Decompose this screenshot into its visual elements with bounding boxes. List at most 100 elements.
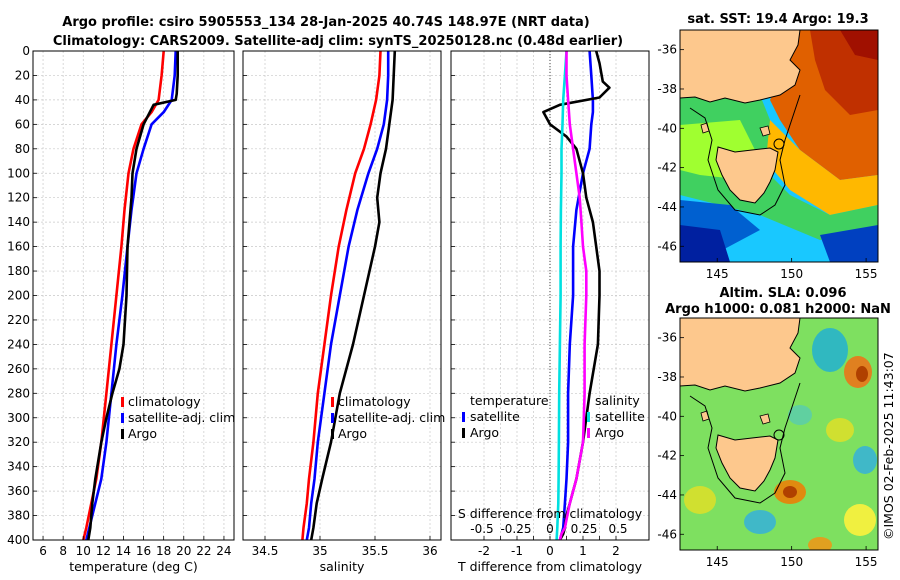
y-tick-label: 240 — [7, 337, 30, 351]
sst-argo-marker — [773, 138, 785, 150]
y-tick-label: 300 — [7, 411, 30, 425]
legend-salinity: climatology satellite-adj. clim Argo — [331, 394, 445, 441]
sst-map-title: sat. SST: 19.4 Argo: 19.3 — [687, 12, 868, 27]
sst-mid-region — [760, 110, 878, 215]
copyright: ©IMOS 02-Feb-2025 11:43:07 — [881, 352, 896, 540]
sst-flinders-island — [759, 125, 771, 137]
series-line-satellite-s — [555, 51, 568, 540]
series-line-argo-s — [558, 51, 588, 540]
x-axis-label: salinity — [320, 559, 365, 574]
x-tick-label: 16 — [136, 544, 151, 558]
map-y-tick-label: -38 — [657, 370, 677, 384]
map-y-tick-label: -38 — [657, 82, 677, 96]
y-tick-label: 40 — [15, 93, 30, 107]
map-y-tick-label: -42 — [657, 449, 677, 463]
series-group — [542, 51, 611, 540]
legend-swatch-satellite — [331, 413, 334, 423]
sla-blob-yellow — [826, 418, 854, 442]
y-tick-label: 140 — [7, 215, 30, 229]
series-line-satellite-t — [558, 51, 595, 540]
sst-contour — [689, 94, 801, 216]
legend-swatch-argo — [331, 429, 334, 439]
temperature-panel: 0 20 40 60 80 100 120 140 160 180 200 220 240 260 280 3… — [7, 44, 235, 574]
legend-label-argo: Argo — [128, 426, 157, 441]
map-y-tick-label: -46 — [657, 239, 677, 253]
y-tick-label: 160 — [7, 240, 30, 254]
x-tick-label: 34.5 — [252, 544, 279, 558]
header-line2: Climatology: CARS2009. Satellite-adj cli… — [53, 34, 623, 49]
sla-blob-yellow-3 — [844, 504, 876, 536]
legend-label-satellite: satellite-adj. clim — [338, 410, 445, 425]
x-tick-label: 0 — [546, 544, 554, 558]
legend-temperature: climatology satellite-adj. clim Argo — [121, 394, 235, 441]
x-tick-label: 14 — [116, 544, 131, 558]
x-tick-label: 6 — [39, 544, 47, 558]
sst-map-frame — [679, 29, 879, 263]
x-tick-label: 24 — [216, 544, 231, 558]
series-line-argo — [309, 51, 397, 540]
map-y-tick-label: -42 — [657, 161, 677, 175]
x-tick-label-2: 0 — [546, 522, 554, 536]
sla-blob-yellow-2 — [684, 486, 716, 514]
y-tick-label: 260 — [7, 362, 30, 376]
map-x-tick-label: 155 — [855, 555, 878, 569]
map-y-tick-label: -40 — [657, 121, 677, 135]
sla-blob-cyan-3 — [744, 510, 776, 534]
sst-mainland — [680, 30, 801, 104]
legend-swatch-argo-T — [462, 428, 465, 438]
legend-label-climatology: climatology — [128, 394, 201, 409]
legend-swatch-sat-S — [587, 412, 590, 422]
legend-label-satellite: satellite-adj. clim — [128, 410, 235, 425]
y-tick-label: 0 — [22, 44, 30, 58]
series-group — [301, 51, 397, 540]
y-tick-label: 380 — [7, 509, 30, 523]
map-x-tick-label: 145 — [706, 267, 729, 281]
sla-tasmania — [715, 434, 779, 492]
y-tick-label: 80 — [15, 142, 30, 156]
map-x-tick-label: 145 — [706, 555, 729, 569]
series-line-satellite-adj-clim — [305, 51, 390, 540]
sla-map-subtitle: Argo h1000: 0.081 h2000: NaN — [665, 302, 891, 317]
header-line1: Argo profile: csiro 5905553_134 28-Jan-2… — [62, 15, 589, 30]
map-y-tick-label: -36 — [657, 43, 677, 57]
x-axis-label: temperature (deg C) — [69, 559, 198, 574]
legend-label-sat-T: satellite — [470, 409, 520, 424]
x-tick-label-2: -0.25 — [500, 522, 531, 536]
x-tick-label-2: 0.5 — [608, 522, 627, 536]
x-tick-label: 12 — [96, 544, 111, 558]
x-tick-label: 20 — [176, 544, 191, 558]
legend-swatch-satellite — [121, 413, 124, 423]
sla-map-title: Altim. SLA: 0.096 — [720, 286, 847, 301]
x-tick-label: 36 — [422, 544, 437, 558]
x-tick-label: 2 — [612, 544, 620, 558]
sst-cold-region-2 — [820, 225, 878, 262]
legend-label-argo-S: Argo — [595, 425, 624, 440]
sst-map-ticks: 145 150 155 -36 -38 -40 -42 -44 -46 — [657, 43, 877, 281]
x-tick-label: 22 — [196, 544, 211, 558]
sst-map — [680, 30, 878, 262]
y-tick-label: 200 — [7, 289, 30, 303]
x-tick-label-2: -0.5 — [470, 522, 493, 536]
y-tick-label: 340 — [7, 460, 30, 474]
legend-swatch-argo — [121, 429, 124, 439]
sst-coldest-region — [680, 225, 730, 262]
legend-difference: temperature satellite Argo salinity sate… — [462, 393, 645, 440]
map-x-tick-label: 150 — [780, 267, 803, 281]
map-x-tick-label: 155 — [855, 267, 878, 281]
sla-contour — [689, 382, 801, 504]
sla-blob-cyan — [812, 328, 848, 372]
sla-blob-brown-2 — [783, 486, 797, 498]
series-line-climatology — [301, 51, 382, 540]
sla-blob-cyan-2 — [853, 446, 877, 474]
legend-label-sat-S: satellite — [595, 409, 645, 424]
map-y-tick-label: -44 — [657, 488, 677, 502]
sst-hottest-region — [840, 30, 878, 60]
sla-argo-marker — [773, 429, 785, 441]
sla-mainland — [680, 318, 801, 392]
map-y-tick-label: -40 — [657, 409, 677, 423]
x-tick-label: -2 — [478, 544, 490, 558]
y-tick-label: 320 — [7, 435, 30, 449]
sla-blob-teal — [788, 405, 812, 425]
y-tick-label: 280 — [7, 386, 30, 400]
